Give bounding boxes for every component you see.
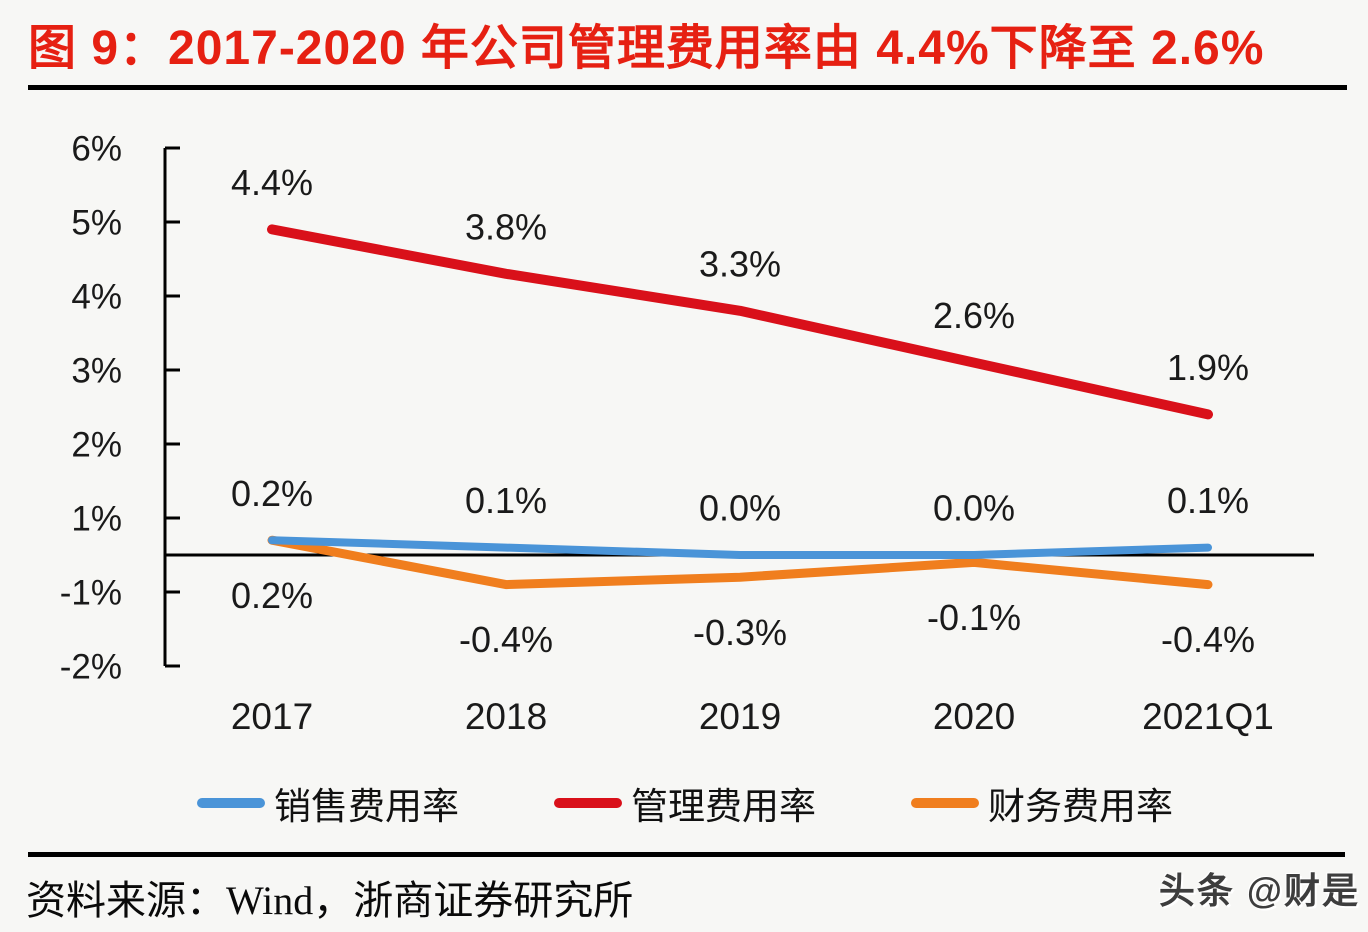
title-divider xyxy=(28,85,1347,90)
legend-swatch-management-expense-ratio xyxy=(554,798,622,808)
expense-ratio-line-chart: 6% 5% 4% 3% 2% 1% -1% -2% 0.2% 0.1% 0.0% 0.0% 0.1% 4.… xyxy=(60,129,1314,737)
data-label-financial-expense-ratio: -0.3% xyxy=(693,612,787,653)
legend-item-financial-expense-ratio: 财务费用率 xyxy=(911,776,1173,830)
y-tick-label: 5% xyxy=(71,203,122,242)
data-label-management-expense-ratio: 1.9% xyxy=(1167,347,1249,388)
data-label-sales-expense-ratio: 0.1% xyxy=(1167,480,1249,521)
y-axis xyxy=(163,146,180,668)
figure-title: 图 9：2017-2020 年公司管理费用率由 4.4%下降至 2.6% xyxy=(28,22,1265,75)
data-label-management-expense-ratio: 3.3% xyxy=(699,243,781,284)
footer-divider xyxy=(28,852,1345,857)
data-label-financial-expense-ratio: -0.1% xyxy=(927,597,1021,638)
data-label-sales-expense-ratio: 0.2% xyxy=(231,473,313,514)
line-sales-expense-ratio xyxy=(268,536,1212,559)
y-tick-label: -1% xyxy=(60,573,122,612)
y-tick-label: 4% xyxy=(71,277,122,316)
line-financial-expense-ratio xyxy=(267,535,1213,590)
data-label-financial-expense-ratio: 0.2% xyxy=(231,575,313,616)
watermark: 头条 @财是 xyxy=(1158,870,1360,911)
x-tick-label: 2018 xyxy=(465,696,547,737)
legend-item-sales-expense-ratio: 销售费用率 xyxy=(197,776,459,830)
y-tick-label: -2% xyxy=(60,647,122,686)
x-tick-label: 2020 xyxy=(933,696,1015,737)
data-label-sales-expense-ratio: 0.0% xyxy=(933,488,1015,529)
data-label-management-expense-ratio: 4.4% xyxy=(231,162,313,203)
line-management-expense-ratio xyxy=(267,224,1213,420)
y-tick-label: 2% xyxy=(71,425,122,464)
legend-label-financial-expense-ratio: 财务费用率 xyxy=(988,786,1173,827)
data-label-management-expense-ratio: 2.6% xyxy=(933,295,1015,336)
y-tick-label: 6% xyxy=(71,129,122,168)
x-tick-label: 2019 xyxy=(699,696,781,737)
data-label-sales-expense-ratio: 0.0% xyxy=(699,488,781,529)
y-tick-label: 1% xyxy=(71,499,122,538)
data-label-management-expense-ratio: 3.8% xyxy=(465,206,547,247)
data-label-financial-expense-ratio: -0.4% xyxy=(1161,619,1255,660)
legend-swatch-sales-expense-ratio xyxy=(197,798,265,808)
legend-label-sales-expense-ratio: 销售费用率 xyxy=(274,786,459,827)
chart-legend: 销售费用率 管理费用率 财务费用率 xyxy=(197,776,1173,830)
legend-swatch-financial-expense-ratio xyxy=(911,798,979,808)
data-label-sales-expense-ratio: 0.1% xyxy=(465,480,547,521)
y-tick-label: 3% xyxy=(71,351,122,390)
legend-label-management-expense-ratio: 管理费用率 xyxy=(631,786,816,827)
x-tick-label: 2017 xyxy=(231,696,313,737)
legend-item-management-expense-ratio: 管理费用率 xyxy=(554,776,816,830)
source-note: 资料来源：Wind，浙商证券研究所 xyxy=(26,878,634,923)
x-tick-label: 2021Q1 xyxy=(1142,696,1274,737)
data-label-financial-expense-ratio: -0.4% xyxy=(459,619,553,660)
